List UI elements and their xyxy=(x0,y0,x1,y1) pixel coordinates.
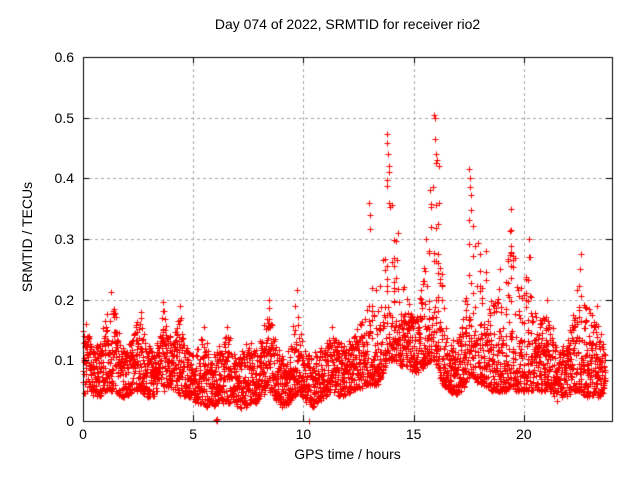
x-tick-label: 20 xyxy=(516,426,532,442)
y-tick-label: 0 xyxy=(66,413,74,429)
y-tick-label: 0.5 xyxy=(54,109,74,126)
x-axis-label: GPS time / hours xyxy=(294,446,401,462)
y-tick-label: 0.6 xyxy=(54,49,74,65)
x-tick-label: 15 xyxy=(405,426,422,442)
y-tick-label: 0.1 xyxy=(54,352,74,369)
y-tick-label: 0.4 xyxy=(54,170,74,187)
y-tick-label: 0.3 xyxy=(54,231,74,247)
y-tick-label: 0.2 xyxy=(54,291,74,308)
x-tick-label: 5 xyxy=(189,426,198,442)
x-tick-label: 10 xyxy=(295,426,312,442)
x-tick-label: 0 xyxy=(79,426,87,442)
chart-title: Day 074 of 2022, SRMTID for receiver rio… xyxy=(214,16,481,32)
